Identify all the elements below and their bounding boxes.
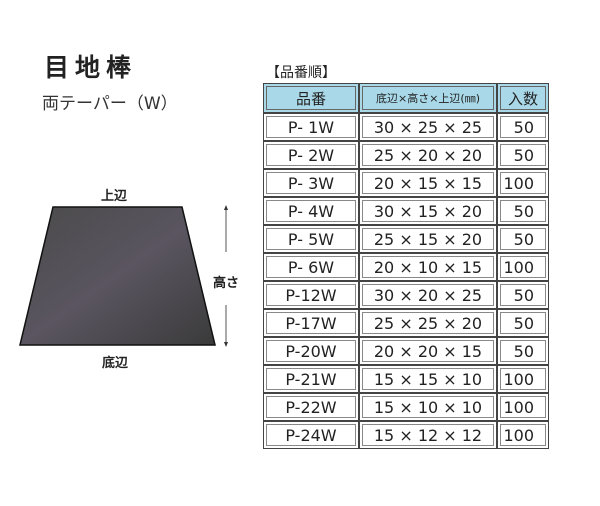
arrow-down-icon xyxy=(224,342,228,347)
table-row: P-12W 30 × 20 × 25 50 xyxy=(263,281,549,309)
cell-dimensions: 30 × 15 × 20 xyxy=(359,197,497,225)
table-header-row: 品番 底辺×高さ×上辺(㎜) 入数 xyxy=(263,83,549,113)
cell-part-no: P- 2W xyxy=(263,141,359,169)
cell-dimensions: 30 × 20 × 25 xyxy=(359,281,497,309)
section-label: 【品番順】 xyxy=(266,65,336,81)
cell-quantity: 50 xyxy=(497,281,549,309)
cell-quantity: 50 xyxy=(497,337,549,365)
cell-part-no: P-21W xyxy=(263,365,359,393)
cell-dimensions: 15 × 10 × 10 xyxy=(359,393,497,421)
cell-dimensions: 20 × 20 × 15 xyxy=(359,337,497,365)
cell-part-no: P-20W xyxy=(263,337,359,365)
table-row: P-17W 25 × 25 × 20 50 xyxy=(263,309,549,337)
cell-quantity: 100 xyxy=(497,365,549,393)
cell-quantity: 50 xyxy=(497,309,549,337)
cell-part-no: P- 6W xyxy=(263,253,359,281)
trapezoid-shape xyxy=(19,206,216,346)
cell-dimensions: 20 × 15 × 15 xyxy=(359,169,497,197)
table-row: P-24W 15 × 12 × 12 100 xyxy=(263,421,549,449)
cell-dimensions: 20 × 10 × 15 xyxy=(359,253,497,281)
cell-part-no: P-22W xyxy=(263,393,359,421)
height-label: 高さ xyxy=(213,276,240,291)
cell-dimensions: 30 × 25 × 25 xyxy=(359,113,497,141)
cell-part-no: P- 3W xyxy=(263,169,359,197)
cell-part-no: P-24W xyxy=(263,421,359,449)
cell-part-no: P- 5W xyxy=(263,225,359,253)
arrow-up-icon xyxy=(224,205,228,210)
cell-quantity: 100 xyxy=(497,421,549,449)
cell-quantity: 50 xyxy=(497,225,549,253)
cell-dimensions: 25 × 15 × 20 xyxy=(359,225,497,253)
bottom-side-label: 底辺 xyxy=(102,356,129,371)
cell-dimensions: 15 × 12 × 12 xyxy=(359,421,497,449)
cell-part-no: P- 1W xyxy=(263,113,359,141)
table-row: P- 2W 25 × 20 × 20 50 xyxy=(263,141,549,169)
cell-dimensions: 25 × 20 × 20 xyxy=(359,141,497,169)
table-row: P-22W 15 × 10 × 10 100 xyxy=(263,393,549,421)
header-part-no: 品番 xyxy=(263,83,359,113)
table-row: P- 3W 20 × 15 × 15 100 xyxy=(263,169,549,197)
cell-part-no: P-17W xyxy=(263,309,359,337)
cell-dimensions: 25 × 25 × 20 xyxy=(359,309,497,337)
table-row: P-20W 20 × 20 × 15 50 xyxy=(263,337,549,365)
cell-quantity: 100 xyxy=(497,393,549,421)
header-dimensions: 底辺×高さ×上辺(㎜) xyxy=(359,83,497,113)
cell-part-no: P-12W xyxy=(263,281,359,309)
cell-quantity: 50 xyxy=(497,141,549,169)
cell-part-no: P- 4W xyxy=(263,197,359,225)
table-row: P-21W 15 × 15 × 10 100 xyxy=(263,365,549,393)
subtitle: 両テーパー（W） xyxy=(42,94,178,114)
page-title: 目地棒 xyxy=(44,53,138,82)
table-row: P- 4W 30 × 15 × 20 50 xyxy=(263,197,549,225)
cell-quantity: 100 xyxy=(497,253,549,281)
table-row: P- 5W 25 × 15 × 20 50 xyxy=(263,225,549,253)
cell-quantity: 100 xyxy=(497,169,549,197)
trapezoid-diagram xyxy=(19,205,228,347)
table-row: P- 1W 30 × 25 × 25 50 xyxy=(263,113,549,141)
product-table: 品番 底辺×高さ×上辺(㎜) 入数 P- 1W 30 × 25 × 25 50 P- … xyxy=(263,83,549,449)
cell-quantity: 50 xyxy=(497,113,549,141)
top-side-label: 上辺 xyxy=(101,189,128,204)
cell-dimensions: 15 × 15 × 10 xyxy=(359,365,497,393)
header-quantity: 入数 xyxy=(497,83,549,113)
table-row: P- 6W 20 × 10 × 15 100 xyxy=(263,253,549,281)
cell-quantity: 50 xyxy=(497,197,549,225)
